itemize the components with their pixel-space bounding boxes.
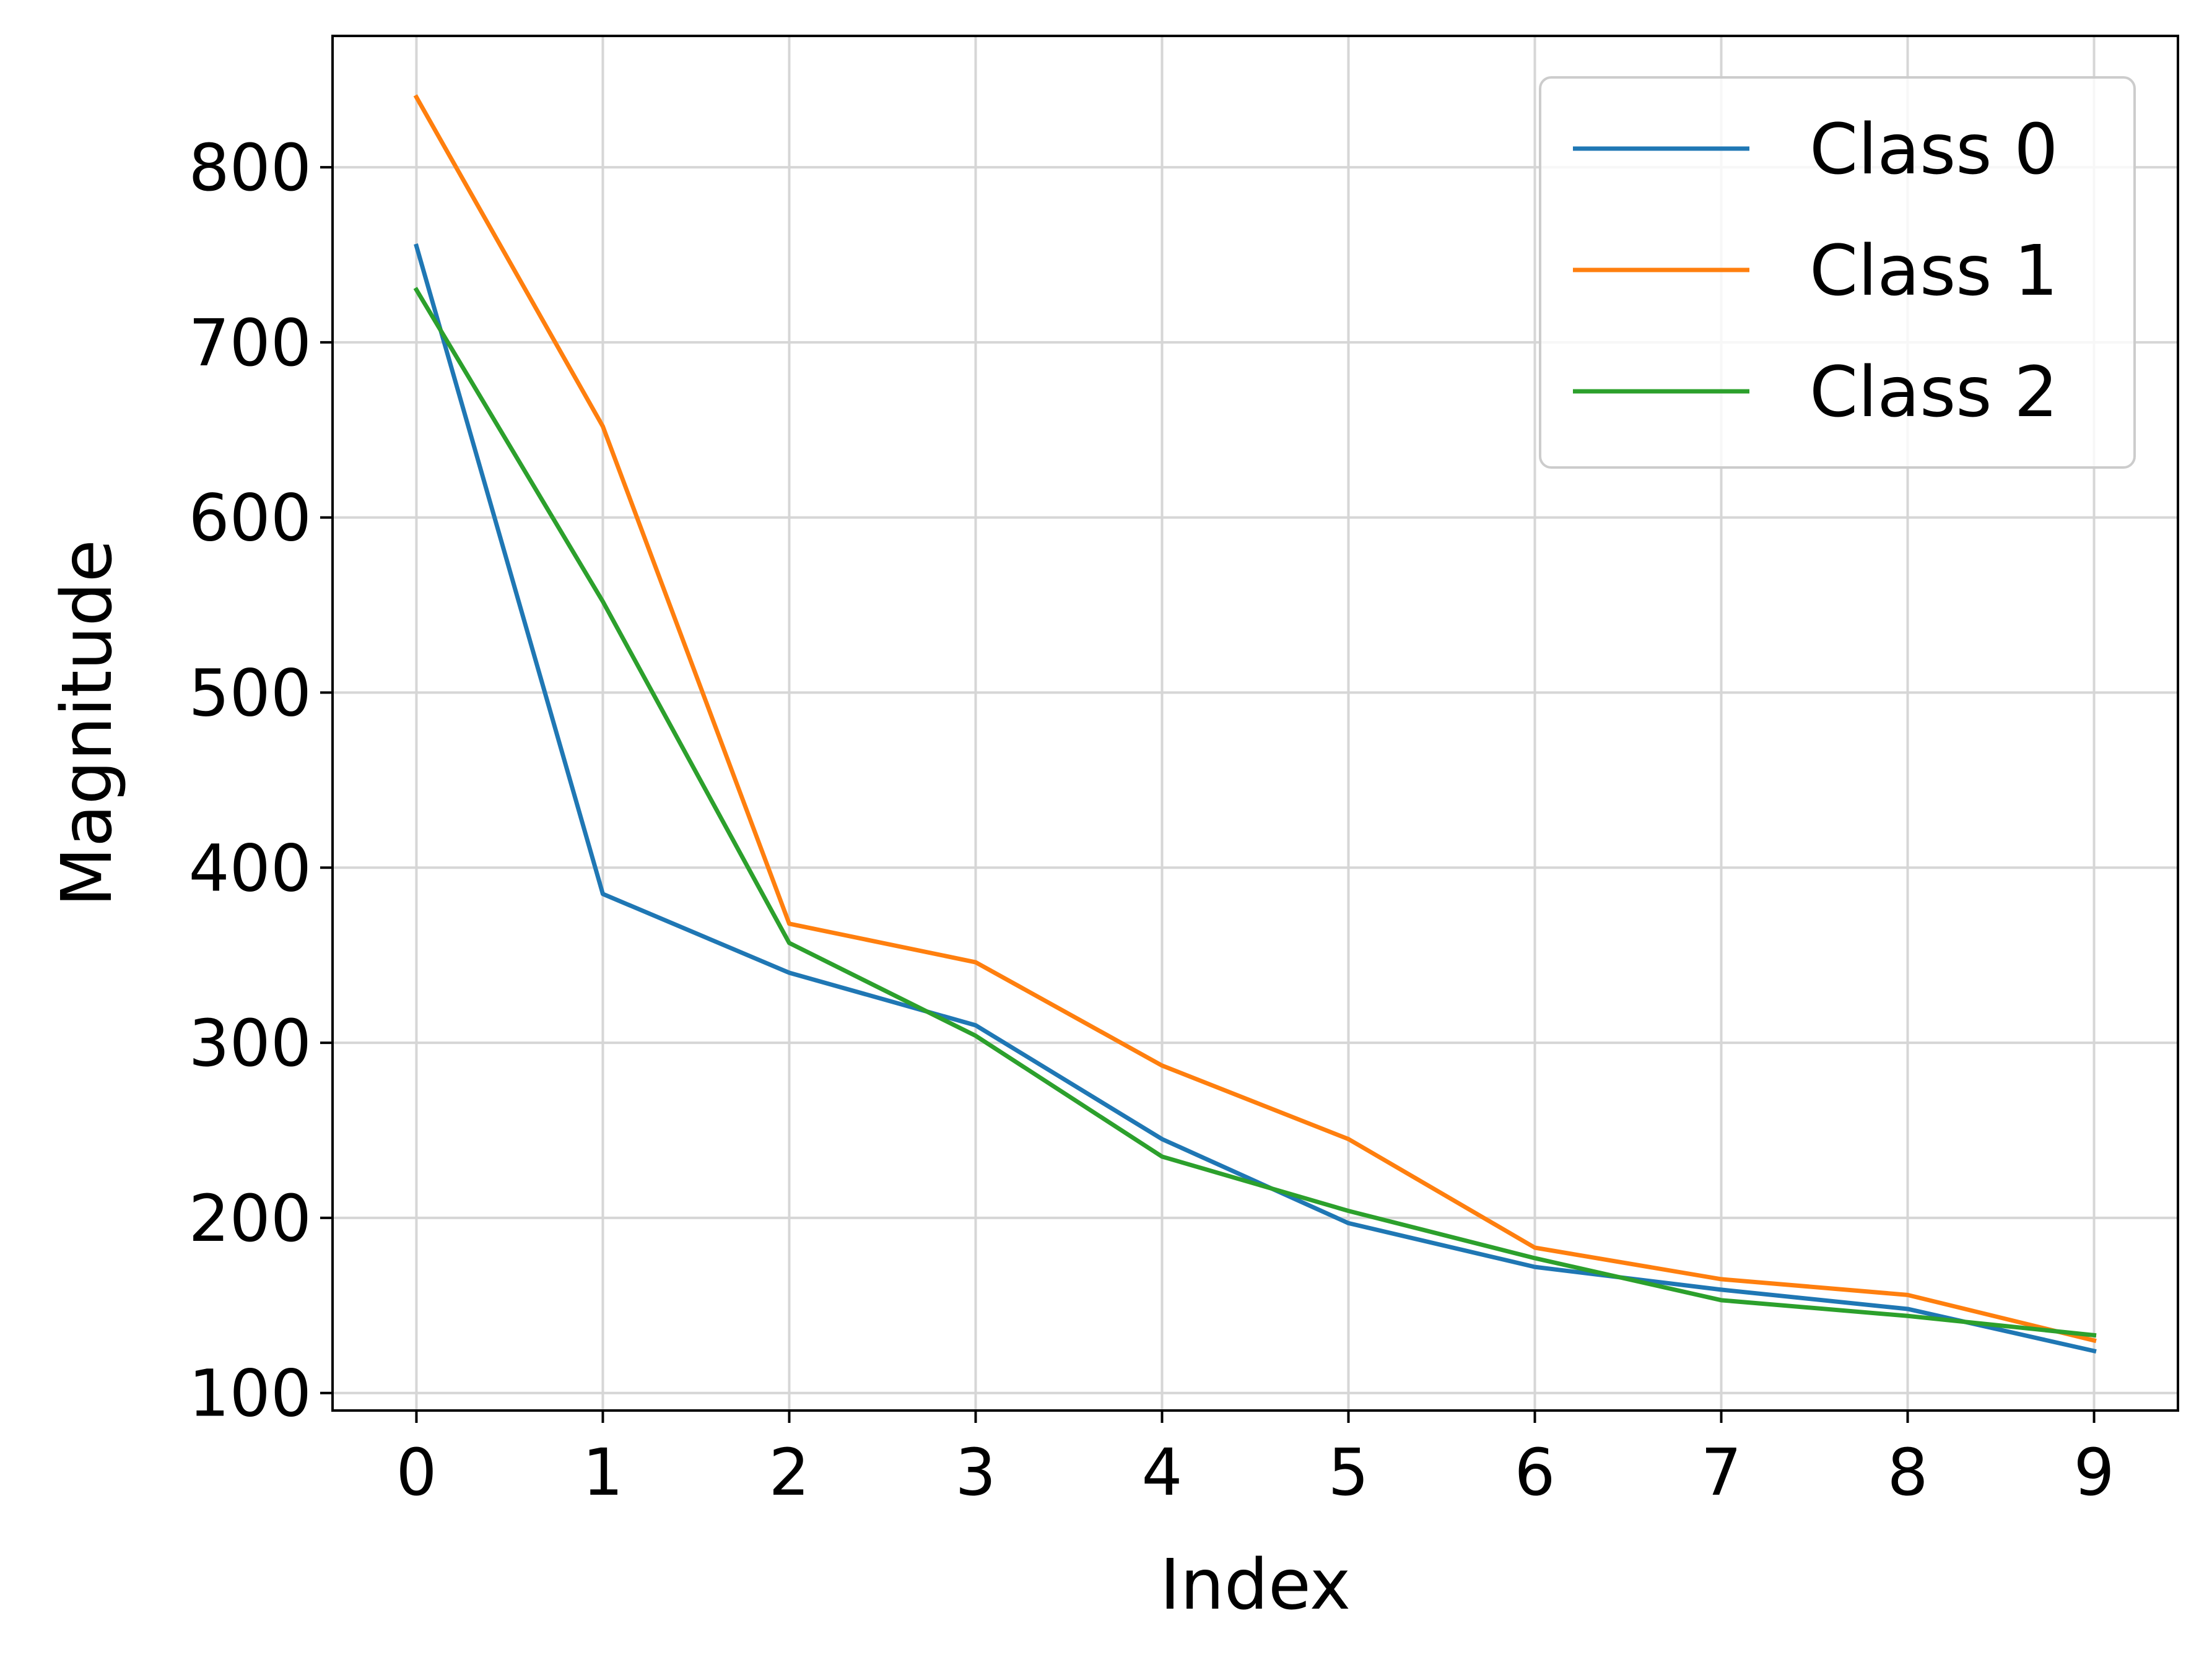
x-tick-label: 4 — [1141, 1435, 1182, 1510]
ticks: 0 1 2 3 4 5 6 7 8 9 100 200 300 400 500 600 700 800 — [188, 130, 2114, 1510]
x-axis-label: Index — [1160, 1545, 1351, 1625]
x-tick-label: 5 — [1328, 1435, 1369, 1510]
plot-frame — [331, 35, 2179, 1412]
x-tick-label: 2 — [769, 1435, 809, 1510]
x-tick-label: 0 — [396, 1435, 437, 1510]
y-tick-label: 500 — [188, 656, 311, 731]
y-tick-label: 700 — [188, 305, 311, 381]
y-tick-label: 400 — [188, 830, 311, 906]
x-tick-label: 1 — [582, 1435, 623, 1510]
legend: Class 0 Class 1 Class 2 — [1539, 76, 2136, 469]
x-tick-label: 6 — [1514, 1435, 1555, 1510]
x-tick-label: 9 — [2073, 1435, 2114, 1510]
y-tick-label: 200 — [188, 1181, 311, 1256]
x-tick-label: 3 — [955, 1435, 996, 1510]
series-line-class-2 — [413, 287, 2097, 1338]
legend-entry-label: Class 1 — [1809, 231, 2058, 311]
series-lines — [413, 94, 2097, 1354]
y-tick-label: 800 — [188, 130, 311, 206]
x-tick-label: 8 — [1887, 1435, 1928, 1510]
y-tick-label: 600 — [188, 480, 311, 556]
legend-entry-label: Class 2 — [1809, 352, 2058, 433]
series-line-class-0 — [414, 243, 2097, 1354]
y-axis-label: Magnitude — [47, 539, 128, 906]
legend-entry-label: Class 0 — [1809, 110, 2058, 190]
series-line-class-1 — [413, 94, 2097, 1344]
x-tick-label: 7 — [1700, 1435, 1741, 1510]
legend-box — [1539, 76, 2136, 469]
y-tick-label: 300 — [188, 1006, 311, 1081]
y-tick-label: 100 — [188, 1356, 311, 1432]
